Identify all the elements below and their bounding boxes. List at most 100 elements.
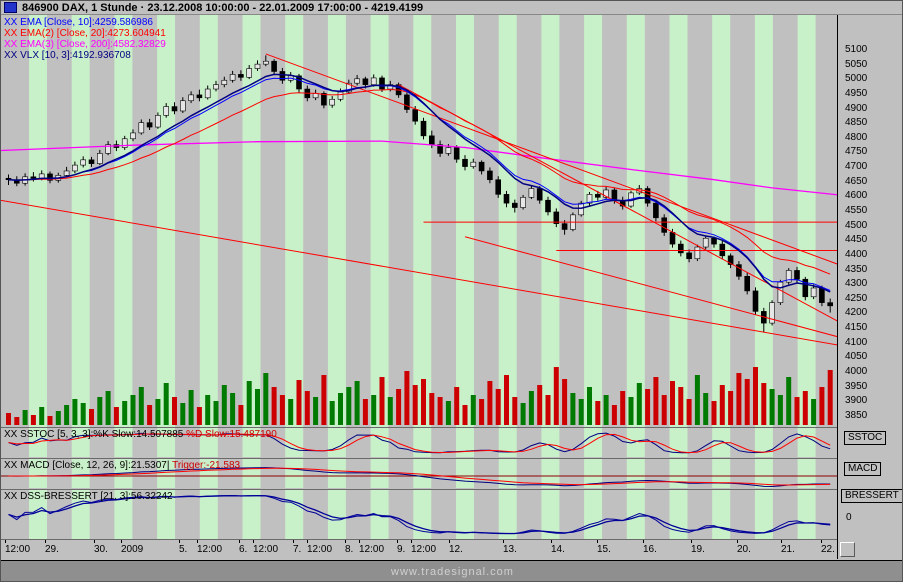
axis-corner-button[interactable]: [840, 542, 855, 557]
price-tick-label: 4350: [845, 263, 868, 275]
price-tick-label: 4900: [845, 102, 868, 114]
time-tick-mark: [737, 540, 738, 543]
sstoc-pane[interactable]: [1, 428, 837, 457]
time-tick-mark: [293, 540, 294, 543]
price-tick-label: 4550: [845, 204, 868, 216]
time-tick-label: 7.: [293, 544, 302, 555]
titlebar: 846900 DAX, 1 Stunde · 23.12.2008 10:00:…: [1, 1, 902, 15]
bressert-axis-label: BRESSERT: [841, 489, 902, 503]
time-tick-label: 12:00: [197, 544, 223, 555]
time-tick-label: 8.: [345, 544, 354, 555]
price-tick-label: 3950: [845, 380, 868, 392]
price-tick-label: 4050: [845, 351, 868, 363]
time-tick-mark: [253, 540, 254, 543]
pane-divider: [1, 427, 837, 428]
time-tick-label: 29.: [45, 544, 59, 555]
price-tick-label: 5000: [845, 73, 868, 85]
candlesticks: [5, 55, 834, 333]
price-tick-label: 4750: [845, 146, 868, 158]
time-tick-mark: [5, 540, 6, 543]
price-tick-label: 4250: [845, 292, 868, 304]
time-tick-mark: [359, 540, 360, 543]
time-tick-label: 19.: [691, 544, 705, 555]
trendline: [464, 236, 837, 338]
time-tick-mark: [551, 540, 552, 543]
dss-smoothed-line: [8, 495, 831, 535]
price-tick-label: 4650: [845, 175, 868, 187]
price-tick-label: 4100: [845, 336, 868, 348]
price-tick-label: 5050: [845, 58, 868, 70]
price-tick-label: 4450: [845, 234, 868, 246]
time-tick-mark: [197, 540, 198, 543]
price-tick-label: 4300: [845, 278, 868, 290]
pane-divider: [1, 458, 837, 459]
time-tick-mark: [121, 540, 122, 543]
dss-zero-tick: 0: [846, 512, 852, 523]
price-tick-label: 3850: [845, 409, 868, 421]
ema10-line: [8, 77, 831, 291]
sstoc-d-line: [8, 433, 831, 454]
volume-bars: [6, 367, 833, 425]
time-tick-label: 2009: [121, 544, 144, 555]
time-tick-mark: [45, 540, 46, 543]
ema200-line: [1, 140, 837, 196]
time-tick-label: 13.: [503, 544, 517, 555]
ema20-line: [8, 88, 831, 275]
vlx-line: [8, 73, 831, 293]
session-stripes: [29, 428, 816, 457]
time-tick-label: 21.: [781, 544, 795, 555]
price-tick-label: 4400: [845, 248, 868, 260]
price-tick-label: 4700: [845, 161, 868, 173]
main-price-chart[interactable]: [1, 15, 837, 427]
time-tick-label: 20.: [737, 544, 751, 555]
time-tick-mark: [239, 540, 240, 543]
time-tick-label: 12:00: [359, 544, 385, 555]
time-axis[interactable]: 12:00 29. 30. 2009 5. 12:00 6. 12:00 7. 12:00 8. 12…: [1, 540, 837, 560]
session-stripes: [29, 15, 816, 427]
window-title: 846900 DAX, 1 Stunde · 23.12.2008 10:00:…: [22, 1, 424, 14]
time-tick-label: 16.: [643, 544, 657, 555]
price-tick-label: 4000: [845, 365, 868, 377]
sstoc-axis-label: SSTOC: [844, 431, 887, 445]
time-tick-mark: [597, 540, 598, 543]
price-tick-label: 3900: [845, 395, 868, 407]
price-tick-label: 5100: [845, 44, 868, 56]
time-tick-label: 12:00: [307, 544, 333, 555]
time-tick-label: 6.: [239, 544, 248, 555]
price-tick-label: 4200: [845, 307, 868, 319]
chart-document-icon: [4, 2, 17, 13]
price-tick-label: 4600: [845, 190, 868, 202]
trendline: [265, 53, 837, 265]
price-tick-label: 4500: [845, 219, 868, 231]
time-tick-mark: [643, 540, 644, 543]
time-tick-mark: [397, 540, 398, 543]
time-tick-label: 22.: [821, 544, 835, 555]
time-tick-label: 5.: [179, 544, 188, 555]
pane-divider: [1, 489, 837, 490]
dss-bressert-pane[interactable]: [1, 490, 837, 539]
time-tick-mark: [179, 540, 180, 543]
price-axis[interactable]: 5100 5050 5000 4950 4900 4850 4800 4750 4700 4650…: [838, 15, 902, 559]
footer-bar: www.tradesignal.com: [1, 560, 902, 581]
time-tick-label: 12:00: [253, 544, 279, 555]
pane-divider: [1, 539, 837, 540]
price-tick-label: 4850: [845, 117, 868, 129]
price-axis-line: [837, 15, 838, 559]
time-tick-mark: [503, 540, 504, 543]
time-tick-label: 15.: [597, 544, 611, 555]
time-tick-mark: [345, 540, 346, 543]
time-tick-label: 14.: [551, 544, 565, 555]
time-tick-label: 12:00: [5, 544, 31, 555]
price-tick-label: 4950: [845, 87, 868, 99]
time-tick-mark: [307, 540, 308, 543]
time-tick-mark: [94, 540, 95, 543]
trendline: [1, 199, 837, 346]
time-tick-label: 9.: [397, 544, 406, 555]
time-tick-mark: [411, 540, 412, 543]
watermark-text: www.tradesignal.com: [391, 566, 514, 578]
macd-trigger-line: [8, 467, 831, 486]
macd-pane[interactable]: [1, 459, 837, 488]
time-tick-mark: [691, 540, 692, 543]
time-tick-label: 30.: [94, 544, 108, 555]
